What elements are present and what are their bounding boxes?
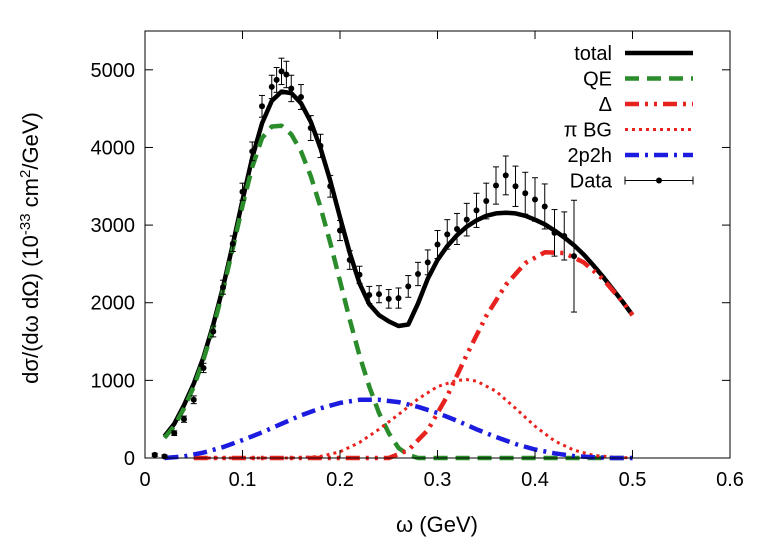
data-point <box>229 235 236 252</box>
legend-item: QE <box>583 69 693 91</box>
legend-item: 2p2h <box>568 145 693 167</box>
data-point <box>268 74 275 100</box>
data-point <box>493 166 499 205</box>
x-tick-label: 0.1 <box>229 469 257 491</box>
data-point <box>366 285 373 305</box>
legend-item: total <box>574 43 693 65</box>
legend-item: Data <box>570 171 694 193</box>
data-point <box>561 211 568 261</box>
data-point <box>220 279 226 295</box>
data-point <box>239 182 246 201</box>
y-tick-label: 3000 <box>91 215 136 237</box>
data-point <box>307 115 314 141</box>
y-axis-label: dσ/(dω dΩ) (10-33 cm2/GeV) <box>17 112 43 384</box>
series-line-total <box>162 89 635 438</box>
data-point <box>454 212 460 245</box>
data-point <box>190 395 197 405</box>
x-tick-label: 0.6 <box>716 469 744 491</box>
legend-label: total <box>574 43 612 65</box>
data-point <box>151 451 158 458</box>
data-point <box>385 289 392 309</box>
data-point <box>395 287 402 309</box>
legend-label: π BG <box>564 120 612 142</box>
data-point <box>161 453 168 460</box>
x-axis-label: ω (GeV) <box>396 512 478 537</box>
data-point <box>532 177 538 222</box>
data-point <box>522 171 529 215</box>
y-axis: 0 1000 2000 3000 4000 5000 <box>91 60 730 470</box>
legend: total QE Δπ BG 2p2h Data <box>564 43 694 193</box>
y-tick-label: 5000 <box>91 60 136 82</box>
data-point <box>551 209 558 257</box>
data-point <box>200 362 207 374</box>
data-point <box>283 60 290 89</box>
legend-label: 2p2h <box>568 145 613 167</box>
data-point <box>434 230 441 259</box>
data-point <box>210 325 217 338</box>
data-point <box>571 199 577 313</box>
x-tick-label: 0.5 <box>619 469 647 491</box>
legend-label: Δ <box>599 94 612 116</box>
data-point <box>483 182 490 220</box>
data-point <box>298 84 304 110</box>
legend-item: Δ <box>599 94 693 116</box>
data-point <box>376 285 382 304</box>
data-point <box>502 155 509 196</box>
plot-curves <box>162 89 635 461</box>
data-points <box>151 57 577 460</box>
data-point <box>288 74 295 103</box>
data-point <box>424 249 431 276</box>
data-point <box>463 202 470 237</box>
legend-label: QE <box>583 69 612 91</box>
y-tick-label: 4000 <box>91 137 136 159</box>
data-point <box>181 415 187 423</box>
legend-item: π BG <box>564 120 693 142</box>
x-tick-label: 0.2 <box>326 469 354 491</box>
data-point <box>356 265 363 284</box>
x-axis: 0 0.1 0.2 0.3 0.4 0.5 0.6 <box>139 31 744 491</box>
y-tick-label: 1000 <box>91 370 136 392</box>
series-line-QE <box>162 123 633 461</box>
series-line-Δ <box>193 250 635 461</box>
data-point <box>405 275 412 298</box>
series-line-2p2h <box>164 397 633 461</box>
data-point <box>337 219 343 242</box>
x-tick-label: 0.3 <box>424 469 452 491</box>
x-tick-label: 0.4 <box>521 469 549 491</box>
data-point <box>473 192 480 228</box>
data-point <box>171 430 178 437</box>
data-point <box>346 250 353 270</box>
y-tick-label: 0 <box>124 448 135 470</box>
data-point <box>317 133 324 159</box>
data-point <box>249 141 256 162</box>
x-tick-label: 0 <box>139 469 150 491</box>
data-point <box>273 66 280 93</box>
series-line-π-BG <box>193 378 633 460</box>
legend-label: Data <box>570 171 613 193</box>
data-point <box>278 57 285 86</box>
y-tick-label: 2000 <box>91 293 136 315</box>
data-point <box>444 219 451 250</box>
data-point <box>541 183 548 230</box>
data-point <box>415 261 421 287</box>
data-point <box>259 94 265 118</box>
data-point <box>512 165 519 207</box>
data-point <box>327 174 334 198</box>
